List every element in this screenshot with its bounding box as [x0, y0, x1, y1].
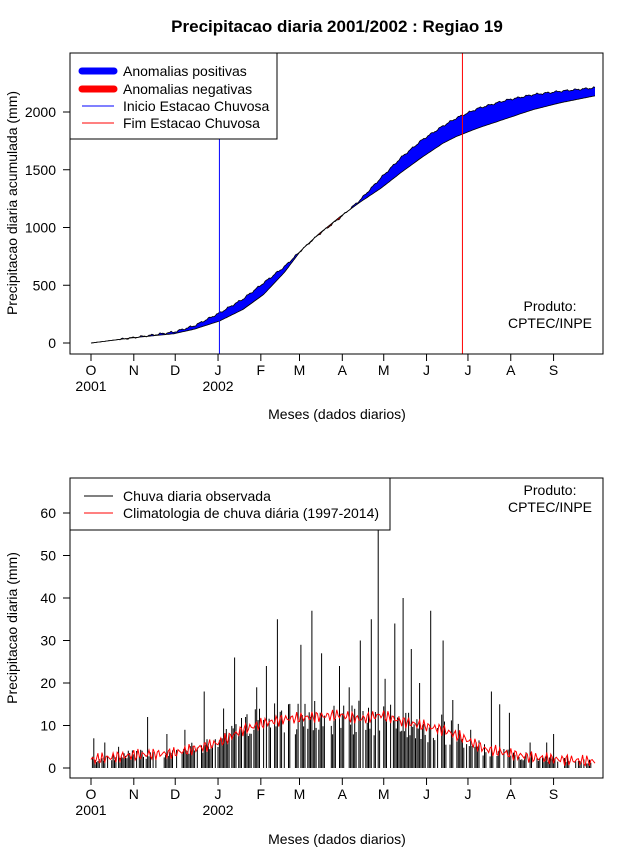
- bottom-y-tick-label: 40: [40, 590, 56, 606]
- daily-chart: O N D J F M A M J J A S 2001 2002 0 10 20 30 40 50 60 Chuva …: [4, 477, 604, 847]
- bottom-x-tick-label: D: [170, 786, 180, 802]
- bottom-y-tick-label: 10: [40, 718, 56, 734]
- top-x-tick-label: J: [464, 362, 471, 378]
- bottom-year-label: 2002: [202, 802, 233, 818]
- top-y-tick-label: 1500: [25, 162, 56, 178]
- positive-anomaly-area: [352, 86, 595, 209]
- bottom-credit-line-1: Produto:: [524, 482, 577, 498]
- legend-negative-label: Anomalias negativas: [123, 81, 252, 97]
- bottom-x-tick-label: O: [86, 786, 97, 802]
- bottom-credit-line-2: CPTEC/INPE: [508, 499, 592, 515]
- climatology-series-line: [90, 709, 596, 767]
- legend-onset-label: Inicio Estacao Chuvosa: [123, 98, 270, 114]
- top-x-tick-label: M: [294, 362, 306, 378]
- top-plot-frame: [69, 52, 604, 355]
- legend-positive-label: Anomalias positivas: [123, 63, 247, 79]
- top-x-tick-label: N: [129, 362, 139, 378]
- bottom-y-axis-title: Precipitacao diaria (mm): [4, 552, 20, 704]
- bottom-x-tick-label: A: [338, 786, 348, 802]
- top-y-tick-label: 500: [33, 277, 57, 293]
- top-year-label: 2001: [75, 378, 106, 394]
- top-y-tick-label: 0: [48, 335, 56, 351]
- top-y-tick-label: 1000: [25, 220, 56, 236]
- bottom-y-tick-label: 30: [40, 633, 56, 649]
- cumulative-chart: O N D J F M A M J J A S 2001 2002 0 500 1000 1500 2000 Ano…: [4, 52, 604, 422]
- bottom-x-tick-label: S: [549, 786, 558, 802]
- top-x-tick-label: J: [423, 362, 430, 378]
- top-x-tick-label: D: [170, 362, 180, 378]
- top-x-tick-label: F: [257, 362, 266, 378]
- top-x-tick-label: A: [338, 362, 348, 378]
- bottom-x-tick-label: F: [257, 786, 266, 802]
- bottom-y-tick-label: 0: [48, 760, 56, 776]
- legend-observed-label: Chuva diaria observada: [123, 488, 271, 504]
- bottom-x-tick-label: J: [215, 786, 222, 802]
- bottom-x-tick-label: M: [378, 786, 390, 802]
- top-x-axis-title: Meses (dados diarios): [268, 406, 406, 422]
- bottom-legend: Chuva diaria observada Climatologia de c…: [69, 477, 391, 531]
- top-year-label: 2002: [202, 378, 233, 394]
- bottom-x-axis-title: Meses (dados diarios): [268, 831, 406, 847]
- top-credit-line-2: CPTEC/INPE: [508, 315, 592, 331]
- top-x-tick-label: M: [378, 362, 390, 378]
- top-y-tick-label: 2000: [25, 104, 56, 120]
- bottom-y-tick-label: 20: [40, 675, 56, 691]
- bottom-x-tick-label: N: [129, 786, 139, 802]
- top-x-tick-label: A: [506, 362, 516, 378]
- bottom-x-tick-label: A: [506, 786, 516, 802]
- bottom-x-tick-label: J: [423, 786, 430, 802]
- bottom-y-tick-label: 50: [40, 548, 56, 564]
- top-x-tick-label: O: [86, 362, 97, 378]
- top-y-axis-title: Precipitacao diaria acumulada (mm): [4, 91, 20, 315]
- bottom-x-tick-label: J: [464, 786, 471, 802]
- bottom-y-tick-label: 60: [40, 505, 56, 521]
- bottom-x-tick-label: M: [294, 786, 306, 802]
- chart-title: Precipitacao diaria 2001/2002 : Regiao 1…: [171, 17, 503, 36]
- legend-end-label: Fim Estacao Chuvosa: [123, 115, 260, 131]
- top-legend: Anomalias positivas Anomalias negativas …: [69, 52, 278, 140]
- bottom-year-label: 2001: [75, 802, 106, 818]
- top-credit-line-1: Produto:: [524, 298, 577, 314]
- top-x-tick-label: S: [549, 362, 558, 378]
- climatology-cumulative-line: [90, 95, 596, 344]
- top-x-tick-label: J: [215, 362, 222, 378]
- legend-climatology-label: Climatologia de chuva diária (1997-2014): [123, 505, 379, 521]
